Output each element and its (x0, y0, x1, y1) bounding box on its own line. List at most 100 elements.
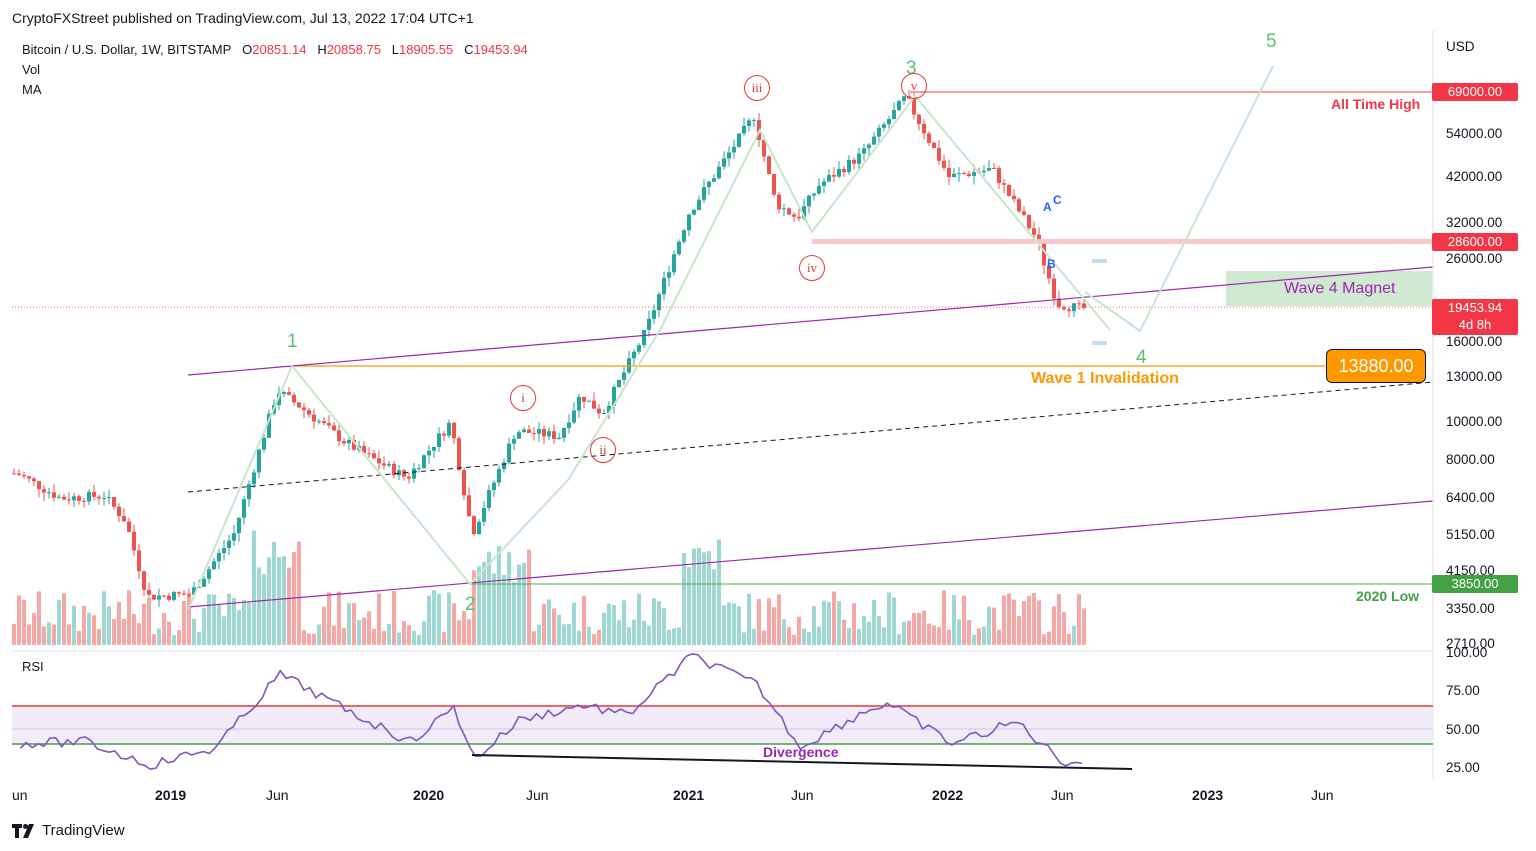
volume-bar (922, 610, 926, 645)
volume-bar (687, 567, 691, 645)
bar-countdown: 4d 8h (1458, 317, 1492, 332)
volume-bar (422, 621, 426, 645)
volume-bar (182, 600, 186, 645)
time-tick: Jun (266, 787, 289, 803)
candle-body (787, 208, 791, 215)
candle-body (802, 206, 806, 219)
volume-bar (757, 598, 761, 645)
candle-body (797, 216, 801, 219)
volume-bar (547, 599, 551, 645)
candle-body (252, 472, 256, 485)
volume-bar (297, 541, 301, 645)
candle-body (167, 595, 171, 600)
volume-bar (492, 573, 496, 645)
rsi-line (19, 653, 1083, 771)
candle-body (932, 142, 936, 148)
candle-body (222, 548, 226, 553)
candle-body (377, 458, 381, 464)
candle-body (912, 98, 916, 115)
candle-body (627, 358, 631, 373)
volume-bar (1022, 601, 1026, 645)
rsi-band (12, 706, 1433, 744)
candle-body (732, 146, 736, 153)
time-tick: Jun (791, 787, 814, 803)
volume-bar (957, 619, 961, 645)
volume-bar (712, 569, 716, 645)
candle-body (837, 168, 841, 177)
candle-body (87, 491, 91, 502)
candle-body (442, 433, 446, 436)
candle-body (112, 497, 116, 507)
candle-body (602, 413, 606, 415)
volume-bar (852, 603, 856, 645)
wave-1-label: 1 (287, 331, 298, 352)
volume-bar (362, 617, 366, 645)
volume-bar (222, 616, 226, 645)
volume-bar (857, 628, 861, 645)
volume-bar (927, 623, 931, 645)
volume-bar (667, 629, 671, 645)
volume-bar (67, 624, 71, 645)
candle-body (972, 172, 976, 176)
volume-bar (812, 606, 816, 645)
volume-bar (787, 626, 791, 645)
volume-bar (102, 591, 106, 645)
rsi-tick: 50.00 (1446, 722, 1480, 737)
price-tick: 32000.00 (1446, 215, 1503, 230)
volume-bar (912, 613, 916, 645)
volume-bar (312, 633, 316, 645)
candle-body (692, 209, 696, 215)
candle-body (717, 166, 721, 179)
candle-body (492, 482, 496, 491)
candle-body (462, 469, 466, 496)
candle-body (902, 96, 906, 101)
volume-bar (677, 627, 681, 645)
candle-body (712, 178, 716, 182)
candle-body (1002, 183, 1006, 185)
volume-bar (872, 599, 876, 645)
volume-bar (487, 551, 491, 645)
volume-bar (1072, 625, 1076, 645)
volume-bar (272, 541, 276, 645)
volume-bar (882, 627, 886, 645)
volume-bar (127, 590, 131, 645)
volume-bar (967, 620, 971, 645)
volume-bar (552, 608, 556, 645)
candle-body (512, 438, 516, 444)
volume-bar (302, 630, 306, 645)
candle-body (302, 407, 306, 411)
volume-bar (257, 567, 261, 645)
candle-body (557, 437, 561, 439)
candle-body (232, 533, 236, 541)
ma-legend[interactable]: MA (22, 82, 42, 97)
rsi-legend[interactable]: RSI (22, 659, 44, 674)
volume-bar (842, 619, 846, 645)
candle-body (22, 474, 26, 477)
volume-bar (407, 625, 411, 645)
volume-bar (72, 605, 76, 645)
tradingview-branding[interactable]: TradingView (12, 822, 125, 839)
candle-body (577, 396, 581, 411)
vol-legend[interactable]: Vol (22, 62, 41, 77)
candle-body (452, 422, 456, 439)
volume-bar (477, 566, 481, 645)
candle-body (297, 402, 301, 408)
candle-body (852, 159, 856, 164)
time-tick: 2022 (932, 787, 964, 803)
volume-bar (247, 602, 251, 645)
volume-bar (647, 625, 651, 645)
price-tick: 42000.00 (1446, 169, 1503, 184)
candle-body (737, 133, 741, 147)
candle-body (592, 400, 596, 409)
candle-body (337, 430, 341, 442)
volume-bar (782, 619, 786, 645)
volume-bar (197, 631, 201, 645)
candle-body (477, 521, 481, 535)
volume-bar (92, 615, 96, 645)
volume-bar (562, 624, 566, 645)
volume-bar (77, 630, 81, 645)
volume-bar (287, 567, 291, 645)
candle-body (12, 473, 16, 475)
subwave-iii-label: iii (744, 75, 770, 101)
